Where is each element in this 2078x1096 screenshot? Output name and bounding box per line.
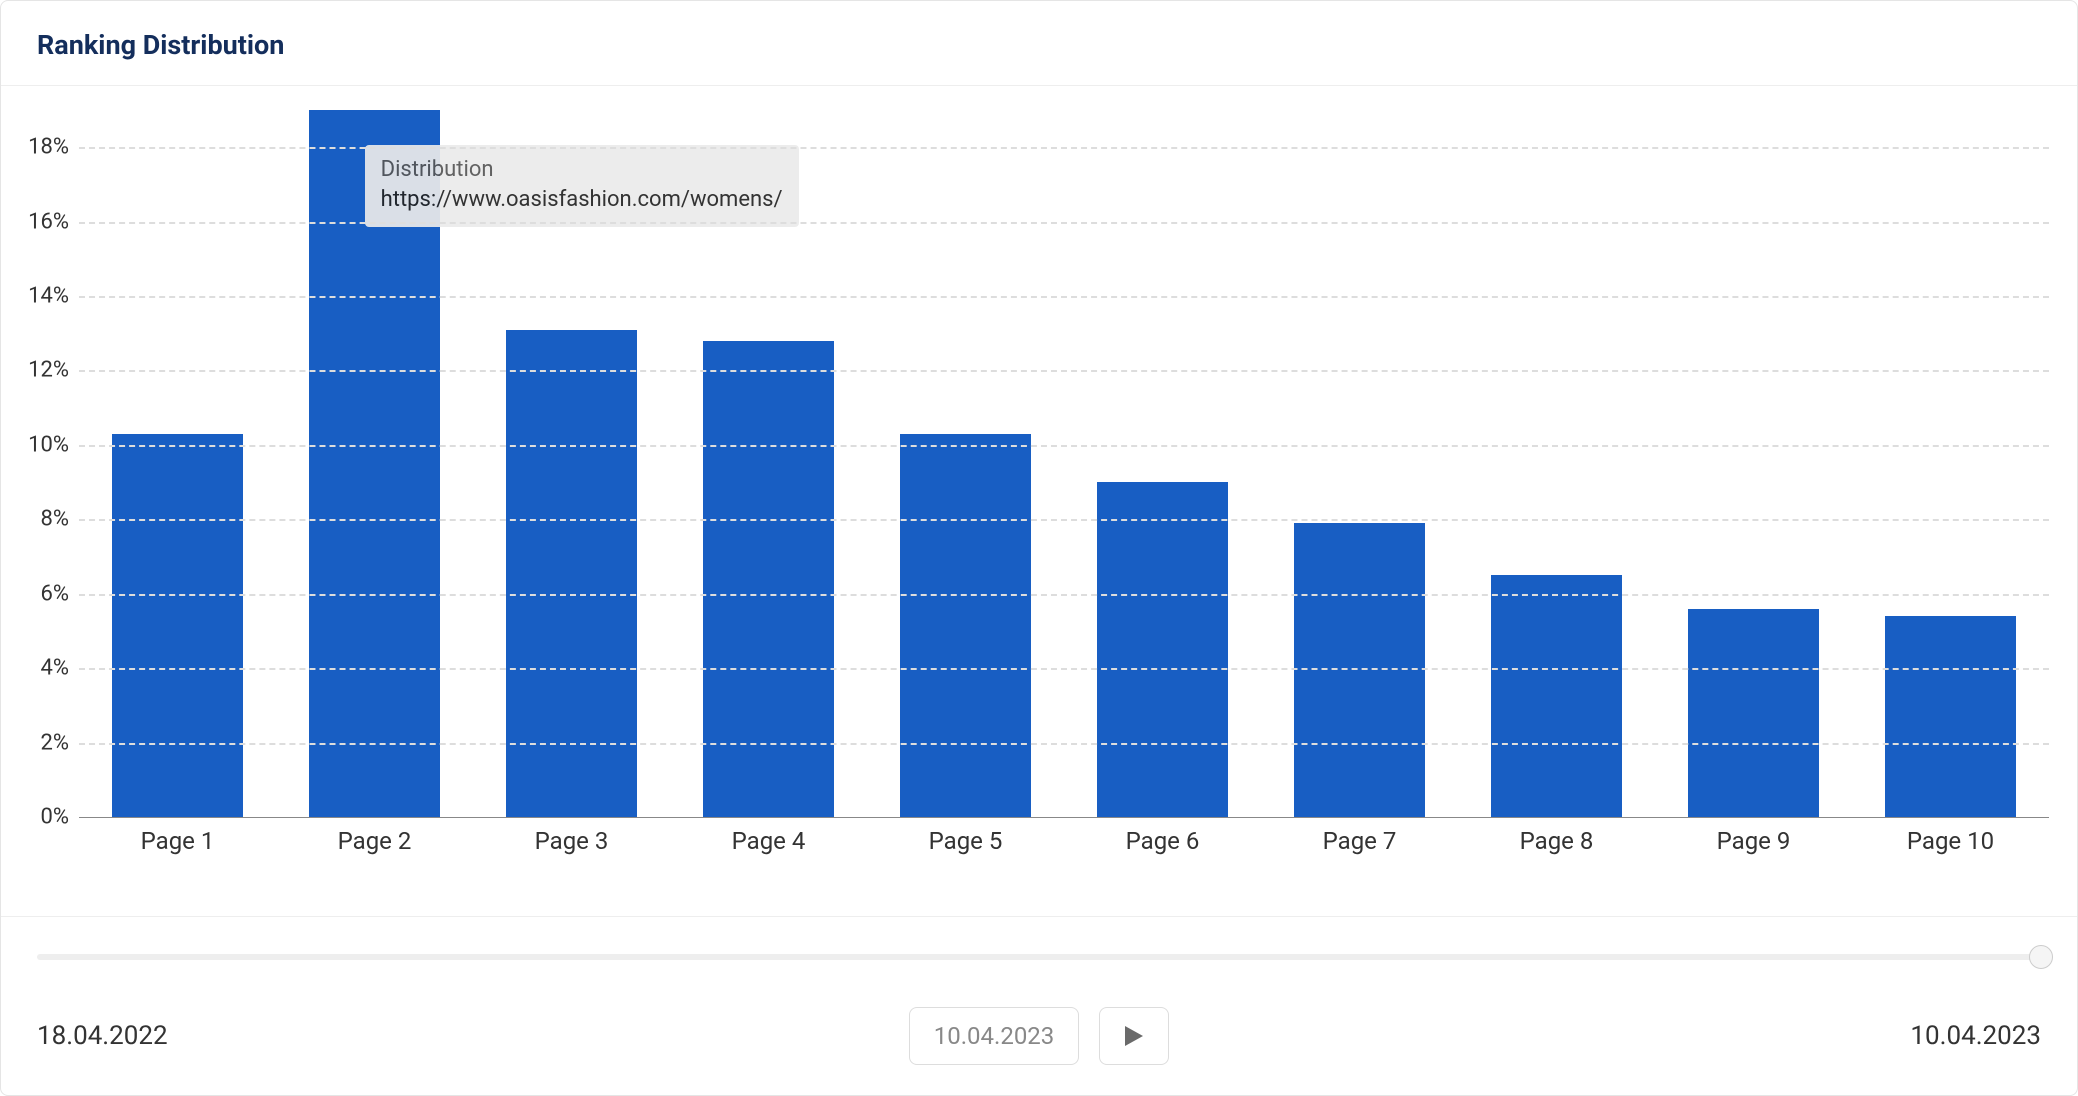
x-axis-label: Page 3 bbox=[473, 817, 670, 855]
y-axis-label: 8% bbox=[15, 507, 75, 532]
y-axis-label: 12% bbox=[15, 358, 75, 383]
chart-plot: Page 1Page 2Page 3Page 4Page 5Page 6Page… bbox=[79, 110, 2049, 818]
bar-slot: Page 2 bbox=[276, 110, 473, 817]
x-axis-label: Page 9 bbox=[1655, 817, 1852, 855]
slider-thumb[interactable] bbox=[2029, 945, 2053, 969]
gridline bbox=[79, 370, 2049, 372]
bar[interactable] bbox=[309, 110, 439, 817]
x-axis-label: Page 5 bbox=[867, 817, 1064, 855]
gridline bbox=[79, 296, 2049, 298]
ranking-distribution-card: Ranking Distribution Page 1Page 2Page 3P… bbox=[0, 0, 2078, 1096]
bar[interactable] bbox=[112, 434, 242, 817]
y-axis-label: 2% bbox=[15, 730, 75, 755]
bars-container: Page 1Page 2Page 3Page 4Page 5Page 6Page… bbox=[79, 110, 2049, 817]
bar-slot: Page 4 bbox=[670, 110, 867, 817]
gridline bbox=[79, 519, 2049, 521]
y-axis-label: 6% bbox=[15, 581, 75, 606]
bar-slot: Page 5 bbox=[867, 110, 1064, 817]
play-button[interactable] bbox=[1099, 1007, 1169, 1065]
bar[interactable] bbox=[703, 341, 833, 817]
bar-slot: Page 3 bbox=[473, 110, 670, 817]
card-header: Ranking Distribution bbox=[1, 1, 2077, 86]
gridline bbox=[79, 594, 2049, 596]
bar-slot: Page 9 bbox=[1655, 110, 1852, 817]
bar[interactable] bbox=[1885, 616, 2015, 817]
x-axis-label: Page 6 bbox=[1064, 817, 1261, 855]
y-axis-label: 18% bbox=[15, 135, 75, 160]
y-axis-label: 16% bbox=[15, 209, 75, 234]
gridline bbox=[79, 147, 2049, 149]
timeline-slider[interactable] bbox=[37, 941, 2041, 973]
x-axis-label: Page 2 bbox=[276, 817, 473, 855]
start-date-label: 18.04.2022 bbox=[37, 1021, 168, 1051]
play-icon bbox=[1123, 1024, 1145, 1048]
bar-slot: Page 1 bbox=[79, 110, 276, 817]
bar[interactable] bbox=[1491, 575, 1621, 817]
y-axis-label: 14% bbox=[15, 284, 75, 309]
gridline bbox=[79, 222, 2049, 224]
bar-slot: Page 7 bbox=[1261, 110, 1458, 817]
gridline bbox=[79, 445, 2049, 447]
slider-track bbox=[37, 954, 2041, 960]
bar-slot: Page 6 bbox=[1064, 110, 1261, 817]
end-date-label: 10.04.2023 bbox=[1910, 1021, 2041, 1051]
x-axis-label: Page 4 bbox=[670, 817, 867, 855]
x-axis-label: Page 1 bbox=[79, 817, 276, 855]
x-axis-label: Page 8 bbox=[1458, 817, 1655, 855]
gridline bbox=[79, 743, 2049, 745]
x-axis-label: Page 10 bbox=[1852, 817, 2049, 855]
bar[interactable] bbox=[1688, 609, 1818, 817]
bar-slot: Page 10 bbox=[1852, 110, 2049, 817]
controls-row: 18.04.2022 10.04.2023 10.04.2023 bbox=[37, 1007, 2041, 1065]
chart-area: Page 1Page 2Page 3Page 4Page 5Page 6Page… bbox=[1, 86, 2077, 916]
bar-slot: Page 8 bbox=[1458, 110, 1655, 817]
gridline bbox=[79, 668, 2049, 670]
card-title: Ranking Distribution bbox=[37, 29, 2041, 61]
y-axis-label: 10% bbox=[15, 432, 75, 457]
current-date-input[interactable]: 10.04.2023 bbox=[909, 1007, 1080, 1065]
y-axis-label: 0% bbox=[15, 805, 75, 830]
card-footer: 18.04.2022 10.04.2023 10.04.2023 bbox=[1, 916, 2077, 1095]
x-axis-label: Page 7 bbox=[1261, 817, 1458, 855]
y-axis-label: 4% bbox=[15, 656, 75, 681]
controls-center: 10.04.2023 bbox=[909, 1007, 1170, 1065]
bar[interactable] bbox=[1097, 482, 1227, 817]
bar[interactable] bbox=[900, 434, 1030, 817]
chart-inner: Page 1Page 2Page 3Page 4Page 5Page 6Page… bbox=[15, 110, 2049, 860]
